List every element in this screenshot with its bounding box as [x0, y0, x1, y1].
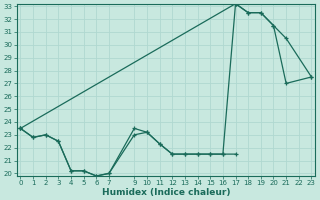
X-axis label: Humidex (Indice chaleur): Humidex (Indice chaleur) — [102, 188, 230, 197]
